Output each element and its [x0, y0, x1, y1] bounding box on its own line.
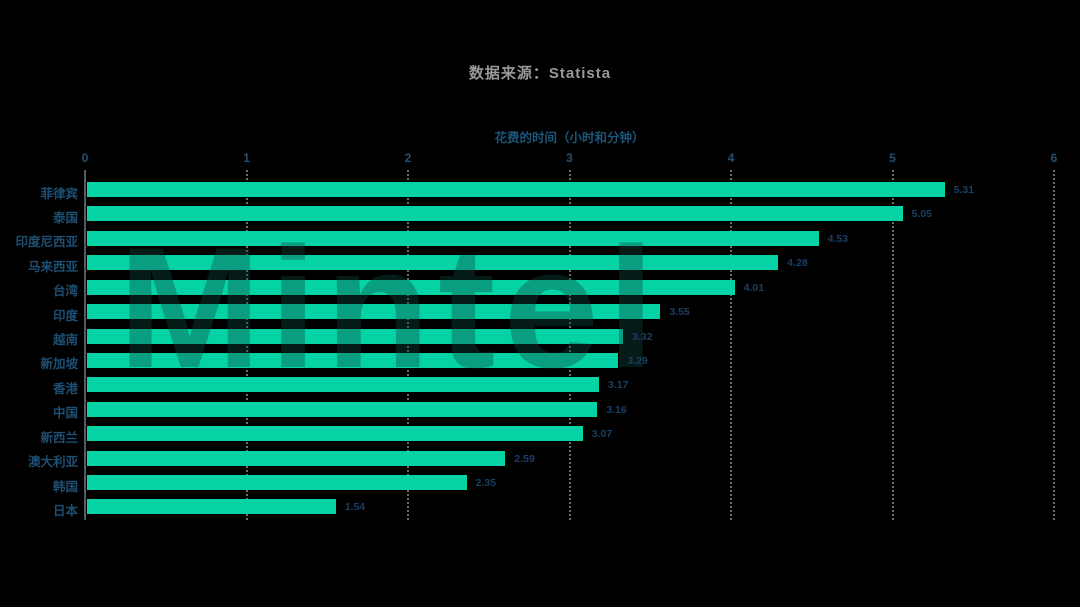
category-label: 新加坡 [40, 357, 78, 372]
category-label: 香港 [52, 381, 78, 396]
bar [87, 182, 945, 197]
tick-label: 5 [889, 151, 896, 165]
x-axis-label: 花费的时间（小时和分钟） [494, 131, 645, 145]
value-label: 5.31 [953, 184, 974, 196]
tick-label: 6 [1050, 151, 1058, 165]
category-label: 中国 [52, 406, 78, 421]
category-label: 日本 [52, 503, 78, 518]
value-label: 1.54 [344, 501, 366, 514]
tick-label: 3 [566, 151, 573, 165]
bar [87, 377, 599, 393]
bar [87, 255, 779, 271]
category-label: 印度尼西亚 [15, 235, 78, 250]
gridline [891, 170, 894, 520]
value-label: 5.05 [911, 208, 932, 221]
bar [87, 230, 819, 246]
gridline [568, 170, 571, 520]
bar [87, 279, 735, 295]
value-label: 3.29 [627, 354, 648, 367]
bar [87, 499, 336, 515]
value-label: 4.28 [787, 257, 808, 270]
category-label: 台湾 [52, 284, 78, 299]
gridline [407, 170, 409, 520]
gridline [1053, 170, 1055, 520]
value-label: 3.07 [591, 428, 613, 441]
bar [87, 206, 903, 222]
value-label: 3.55 [669, 306, 690, 319]
value-label: 3.16 [606, 403, 627, 416]
bar [87, 475, 467, 491]
bar [87, 450, 506, 466]
category-label: 新西兰 [40, 430, 78, 445]
category-label: 韩国 [52, 479, 78, 494]
bar [87, 328, 624, 344]
value-label: 4.53 [827, 232, 849, 245]
bar [87, 401, 598, 417]
category-label: 泰国 [52, 210, 78, 225]
gridline [730, 170, 732, 520]
bar [87, 304, 661, 320]
bar [87, 352, 619, 368]
source-title: 数据来源：Statista [468, 65, 612, 82]
tick-label: 1 [243, 151, 250, 165]
category-label: 印度 [52, 308, 78, 323]
tick-label: 2 [404, 151, 412, 165]
bar [87, 426, 583, 442]
value-label: 2.59 [514, 452, 535, 465]
value-label: 2.35 [475, 477, 496, 490]
category-label: 越南 [52, 333, 78, 348]
gridline [245, 170, 248, 520]
axis-line [84, 170, 86, 520]
category-label: 澳大利亚 [27, 455, 78, 470]
tick-label: 4 [727, 151, 735, 165]
value-label: 3.17 [607, 379, 629, 392]
category-label: 马来西亚 [27, 259, 78, 274]
value-label: 4.01 [743, 281, 765, 294]
category-label: 菲律宾 [40, 186, 78, 201]
value-label: 3.32 [632, 330, 653, 343]
tick-label: 0 [81, 151, 89, 165]
